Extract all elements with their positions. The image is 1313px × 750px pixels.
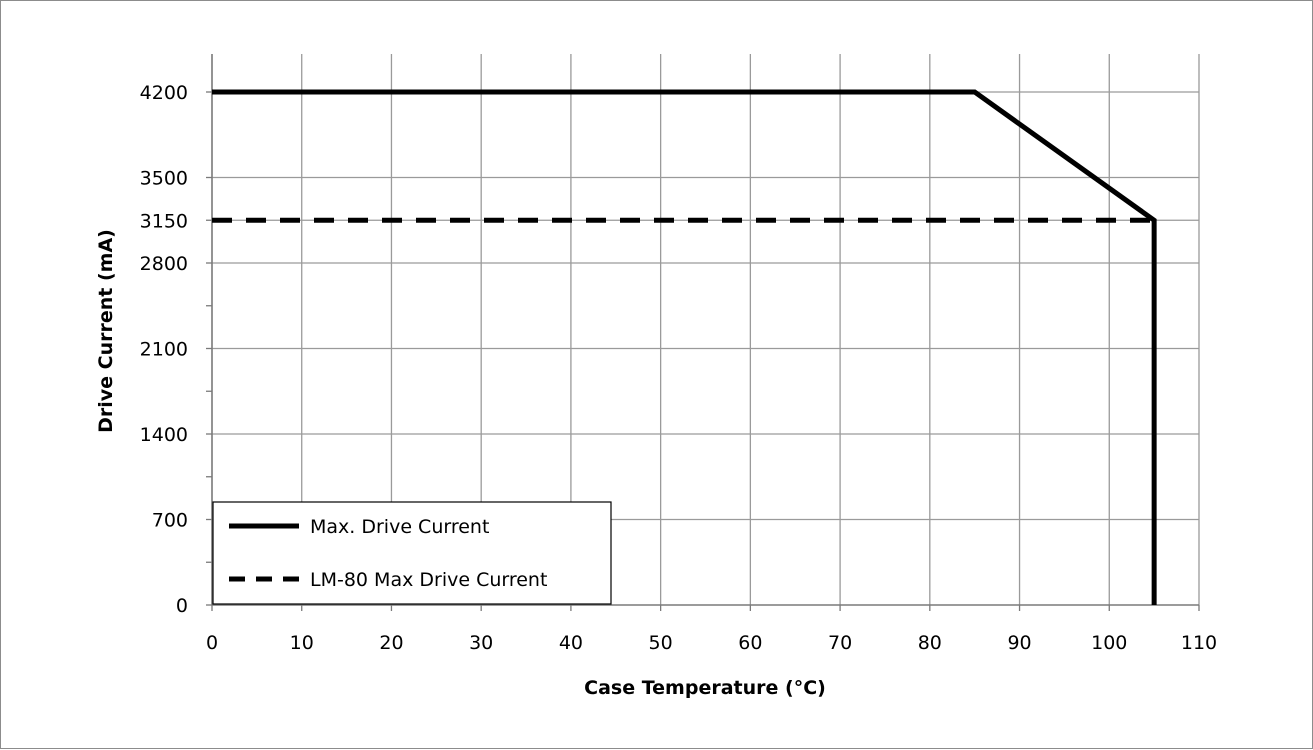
legend: Max. Drive Current LM-80 Max Drive Curre… [212,501,612,605]
legend-label-max-drive-current: Max. Drive Current [310,516,489,538]
axes [206,54,1200,611]
legend-box [212,501,612,605]
x-axis-title: Case Temperature (°C) [584,677,826,699]
y-axis-title: Drive Current (mA) [95,229,117,433]
x-tick-label: 40 [559,632,583,654]
y-tick-label: 0 [176,595,188,617]
x-tick-label: 110 [1181,632,1217,654]
x-tick-label: 100 [1091,632,1127,654]
y-tick-label: 700 [152,510,188,532]
x-tick-label: 10 [290,632,314,654]
series-line-max-drive-current [212,89,1157,605]
y-tick-label: 1400 [140,424,188,446]
x-tick-label: 30 [469,632,493,654]
y-tick-label: 3500 [140,168,188,190]
y-tick-label: 3150 [140,210,188,232]
tick-labels: 0 10 20 30 40 50 60 70 80 90 100 110 0 700 1400 2100 280… [140,82,1217,654]
y-tick-label: 2100 [140,339,188,361]
y-tick-label: 4200 [140,82,188,104]
series-layer [212,89,1157,605]
x-tick-label: 70 [828,632,852,654]
x-tick-label: 50 [649,632,673,654]
x-tick-label: 20 [379,632,403,654]
x-tick-label: 90 [1007,632,1031,654]
y-tick-label: 2800 [140,253,188,275]
x-tick-label: 60 [738,632,762,654]
x-tick-label: 0 [206,632,218,654]
legend-label-lm80-max-drive-current: LM-80 Max Drive Current [310,569,547,591]
x-tick-label: 80 [918,632,942,654]
